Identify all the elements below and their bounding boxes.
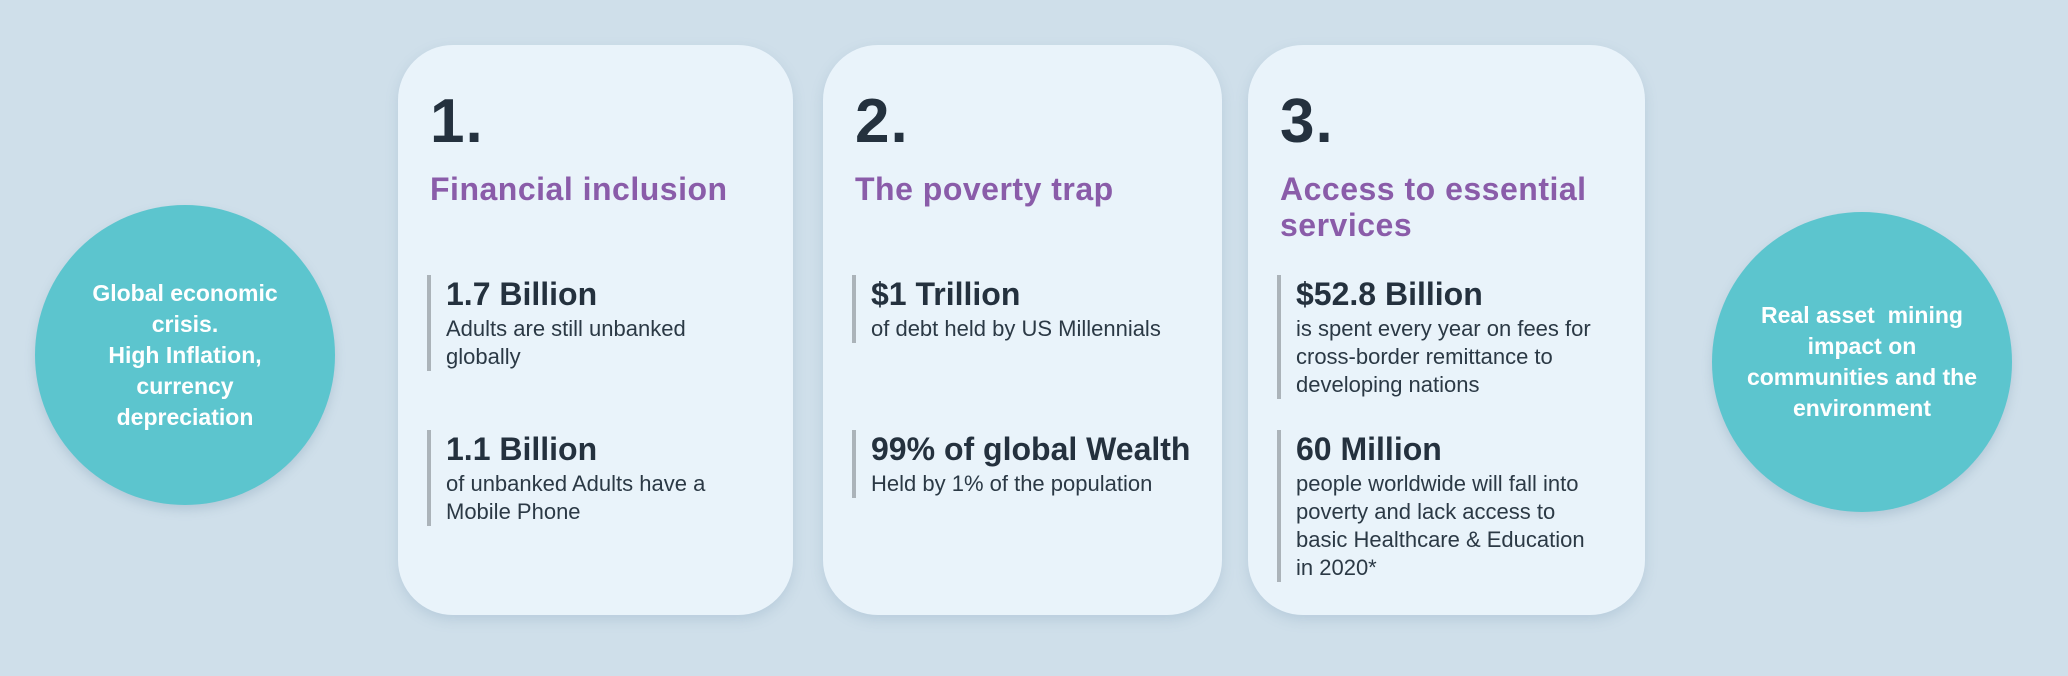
left-circle-line: Global economic	[92, 279, 278, 306]
stat-description: of unbanked Adults have a Mobile Phone	[446, 471, 706, 524]
stat-group: $1 Trillion of debt held by US Millennia…	[852, 275, 1161, 343]
card-number: 3.	[1280, 87, 1334, 156]
card-number: 1.	[430, 87, 484, 156]
right-circle-line: communities and the	[1746, 364, 1978, 390]
left-circle-line: currency	[136, 372, 234, 399]
left-circle-line: crisis.	[151, 310, 219, 337]
card-number: 2.	[855, 87, 909, 156]
stat-description: Adults are still unbanked globally	[446, 316, 686, 369]
stat-description: of debt held by US Millennials	[871, 316, 1161, 341]
left-circle-line: High Inflation,	[108, 341, 262, 368]
left-circle-text: Global economic crisis. High Inflation, …	[92, 278, 277, 433]
card-title-line: services	[1280, 207, 1413, 243]
card-title: Financial inclusion	[430, 171, 765, 207]
stat-value: 99% of global Wealth	[871, 431, 1191, 467]
card-title-line: Access to essential	[1280, 171, 1587, 207]
stat-description: is spent every year on fees for cross-bo…	[1296, 316, 1591, 397]
right-circle-line: environment	[1792, 395, 1931, 421]
left-circle: Global economic crisis. High Inflation, …	[35, 205, 335, 505]
stat-description: Held by 1% of the population	[871, 471, 1153, 496]
stat-group: 1.7 Billion Adults are still unbanked gl…	[427, 275, 754, 371]
right-circle-text: Real asset mining impact on communities …	[1747, 300, 1977, 424]
stat-value: $1 Trillion	[871, 276, 1021, 312]
stat-group: $52.8 Billion is spent every year on fee…	[1277, 275, 1604, 399]
stat-value: 1.1 Billion	[446, 431, 598, 467]
card-title-line: Financial inclusion	[430, 171, 728, 207]
left-circle-line: depreciation	[116, 403, 254, 430]
card-title: Access to essential services	[1280, 171, 1617, 243]
card-title: The poverty trap	[855, 171, 1194, 207]
stat-group: 99% of global Wealth Held by 1% of the p…	[852, 430, 1191, 498]
stat-group: 1.1 Billion of unbanked Adults have a Mo…	[427, 430, 754, 526]
card-poverty-trap: 2. The poverty trap $1 Trillion of debt …	[823, 45, 1222, 615]
stat-value: 60 Million	[1296, 431, 1442, 467]
right-circle-line: impact on	[1807, 333, 1917, 359]
stat-value: $52.8 Billion	[1296, 276, 1483, 312]
right-circle: Real asset mining impact on communities …	[1712, 212, 2012, 512]
card-title-line: The poverty trap	[855, 171, 1114, 207]
card-access-essential-services: 3. Access to essential services $52.8 Bi…	[1248, 45, 1645, 615]
stat-description: people worldwide will fall into poverty …	[1296, 471, 1585, 580]
stat-group: 60 Million people worldwide will fall in…	[1277, 430, 1604, 582]
right-circle-line: Real asset mining	[1761, 302, 1963, 328]
stat-value: 1.7 Billion	[446, 276, 598, 312]
card-financial-inclusion: 1. Financial inclusion 1.7 Billion Adult…	[398, 45, 793, 615]
